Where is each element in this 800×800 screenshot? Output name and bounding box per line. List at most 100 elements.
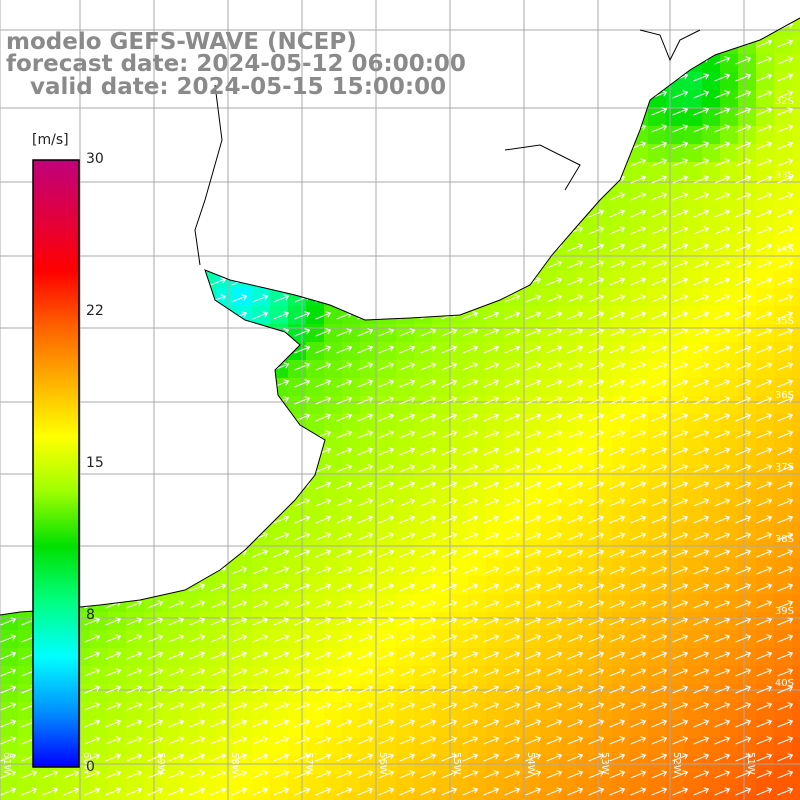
wind-arrow-shape xyxy=(84,634,101,643)
wind-arrow xyxy=(210,277,227,286)
ocean-cell xyxy=(90,792,109,800)
wind-arrow-shape xyxy=(672,107,689,116)
ocean-cell xyxy=(684,198,703,217)
ocean-cell xyxy=(180,738,199,757)
wind-arrow xyxy=(420,566,437,575)
ocean-cell xyxy=(720,198,739,217)
wind-arrow xyxy=(336,498,353,507)
ocean-cell xyxy=(450,468,469,487)
ocean-cell xyxy=(90,702,109,721)
wind-arrow-shape xyxy=(399,396,416,405)
ocean-cell xyxy=(720,126,739,145)
wind-arrow-shape xyxy=(672,90,689,99)
ocean-cell xyxy=(594,288,613,307)
wind-arrow-shape xyxy=(777,549,794,558)
wind-arrow xyxy=(462,345,479,354)
wind-arrow xyxy=(0,634,17,643)
wind-arrow-shape xyxy=(420,447,437,456)
ocean-cell xyxy=(216,630,235,649)
ocean-cell xyxy=(630,756,649,775)
wind-arrow xyxy=(441,566,458,575)
wind-arrow-shape xyxy=(588,617,605,626)
ocean-cell xyxy=(216,612,235,631)
wind-arrow-shape xyxy=(735,481,752,490)
wind-arrow xyxy=(420,583,437,592)
wind-arrow xyxy=(504,532,521,541)
ocean-cell xyxy=(504,702,523,721)
wind-arrow xyxy=(735,260,752,269)
ocean-cell xyxy=(720,558,739,577)
ocean-cell xyxy=(342,756,361,775)
wind-arrow xyxy=(756,464,773,473)
wind-arrow xyxy=(693,90,710,99)
ocean-cell xyxy=(90,612,109,631)
wind-arrow xyxy=(693,158,710,167)
wind-arrow xyxy=(651,209,668,218)
wind-arrow xyxy=(756,362,773,371)
wind-arrow xyxy=(441,447,458,456)
wind-arrow-shape xyxy=(315,566,332,575)
ocean-cell xyxy=(486,576,505,595)
ocean-cell xyxy=(720,756,739,775)
wind-arrow xyxy=(378,396,395,405)
wind-arrow xyxy=(672,328,689,337)
wind-arrow xyxy=(462,617,479,626)
wind-arrow-shape xyxy=(378,532,395,541)
ocean-cell xyxy=(522,432,541,451)
ocean-cell xyxy=(558,648,577,667)
ocean-cell xyxy=(18,648,37,667)
wind-arrow xyxy=(294,328,311,337)
wind-arrow xyxy=(525,464,542,473)
wind-arrow-shape xyxy=(441,413,458,422)
wind-arrow xyxy=(567,515,584,524)
wind-arrow xyxy=(483,498,500,507)
wind-arrow xyxy=(714,158,731,167)
ocean-cell xyxy=(540,288,559,307)
wind-arrow xyxy=(630,192,647,201)
wind-arrow-shape xyxy=(567,396,584,405)
ocean-cell xyxy=(684,666,703,685)
wind-arrow xyxy=(777,107,794,116)
ocean-cell xyxy=(360,360,379,379)
wind-arrow-shape xyxy=(210,651,227,660)
ocean-cell xyxy=(702,162,721,181)
wind-arrow xyxy=(483,651,500,660)
ocean-cell xyxy=(702,72,721,91)
ocean-cell xyxy=(576,738,595,757)
wind-arrow-shape xyxy=(756,311,773,320)
wind-arrow-shape xyxy=(756,345,773,354)
wind-arrow-shape xyxy=(693,124,710,133)
wind-arrow xyxy=(567,464,584,473)
wind-arrow-shape xyxy=(399,430,416,439)
ocean-cell xyxy=(558,414,577,433)
wind-arrow-shape xyxy=(147,617,164,626)
wind-arrow-shape xyxy=(504,600,521,609)
wind-arrow-shape xyxy=(378,481,395,490)
wind-arrow-shape xyxy=(777,600,794,609)
ocean-cell xyxy=(684,342,703,361)
wind-arrow xyxy=(525,583,542,592)
wind-arrow xyxy=(420,362,437,371)
ocean-cell xyxy=(108,630,127,649)
wind-arrow xyxy=(756,294,773,303)
wind-arrow xyxy=(567,447,584,456)
wind-arrow xyxy=(630,209,647,218)
wind-arrow xyxy=(441,345,458,354)
wind-arrow xyxy=(525,311,542,320)
wind-arrow-shape xyxy=(672,481,689,490)
wind-arrow-shape xyxy=(462,481,479,490)
ocean-cell xyxy=(684,432,703,451)
ocean-cell xyxy=(684,558,703,577)
wind-arrow-shape xyxy=(630,243,647,252)
wind-arrow-shape xyxy=(588,464,605,473)
wind-arrow xyxy=(105,617,122,626)
wind-arrow xyxy=(378,328,395,337)
wind-arrow xyxy=(378,617,395,626)
wind-arrow-shape xyxy=(294,379,311,388)
wind-arrow-shape xyxy=(630,209,647,218)
wind-arrow xyxy=(735,430,752,439)
ocean-cell xyxy=(540,738,559,757)
ocean-cell xyxy=(162,738,181,757)
ocean-cell xyxy=(702,324,721,343)
wind-arrow xyxy=(735,617,752,626)
